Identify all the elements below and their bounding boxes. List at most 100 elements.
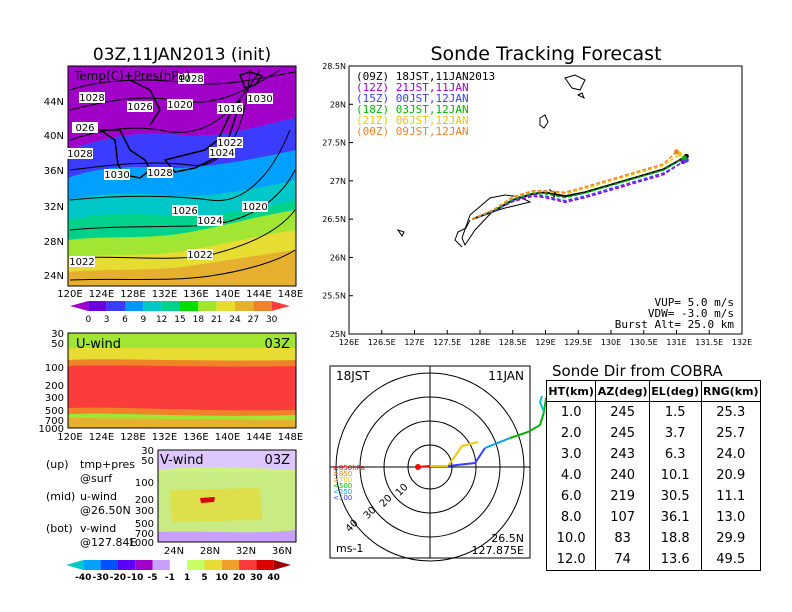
- v-wind-lat-ticks: 24N 28N 32N 36N: [164, 546, 292, 557]
- table-title: Sonde Dir from COBRA: [552, 362, 723, 380]
- pressure-tick: 300: [135, 506, 154, 517]
- pressure-tick: 200: [135, 495, 154, 506]
- lon-tick: 140E: [215, 432, 240, 443]
- table-cell: 25.3: [700, 401, 761, 423]
- colorbar-swatch: [235, 301, 254, 311]
- table-cell: 2.0: [545, 423, 597, 444]
- colorbar-label: 10: [216, 573, 229, 583]
- lat-tick: 28N: [200, 546, 220, 557]
- isobar-label-bg: [242, 201, 268, 212]
- colorbar-label: 9: [140, 315, 146, 325]
- lon-tick: 120E: [57, 432, 82, 443]
- colorbar-swatch: [106, 301, 125, 311]
- isobar-label: 1016: [217, 104, 242, 115]
- y-tick-label: 28.5N: [322, 62, 346, 71]
- y-tick-label: 26N: [330, 253, 346, 262]
- left-top-lat-ticks: 44N 40N 36N 32N 28N 24N: [44, 97, 64, 282]
- polar-rings: [330, 366, 530, 562]
- lon-tick: 148E: [278, 289, 303, 300]
- lon-tick: 124E: [89, 432, 114, 443]
- table-cell: 4.0: [545, 465, 597, 486]
- table-cell: 29.9: [700, 528, 761, 549]
- legend-up-desc1: tmp+pres: [80, 458, 135, 471]
- legend-entry: (00Z) 09JST,12JAN: [356, 125, 469, 138]
- table-cell: 13.0: [700, 507, 761, 528]
- table-cell: 10.1: [648, 465, 702, 486]
- isobar-label: 1020: [167, 100, 192, 111]
- table-row: 8.0 107 36.1 13.0: [545, 507, 761, 528]
- polar-unit: ms-1: [336, 542, 363, 555]
- legend-entry: (15Z) 00JST,12JAN: [356, 92, 469, 105]
- y-tick-label: 25N: [330, 330, 346, 339]
- lon-tick: 120E: [57, 289, 82, 300]
- colorbar-swatch: [117, 560, 136, 570]
- colorbar-label: 21: [211, 315, 222, 325]
- isobar-label: 1030: [104, 170, 129, 181]
- table-cell: 20.9: [700, 465, 761, 486]
- table-row: 2.0 245 3.7 25.7: [545, 423, 761, 444]
- isobar-label-bg: [217, 137, 243, 148]
- table-cell: 245: [595, 423, 650, 444]
- tracking-title: Sonde Tracking Forecast: [430, 43, 661, 65]
- wind-colorbar: -40 -30 -20 -10 -5 -1 1 5 10 20 30 40: [66, 560, 291, 583]
- table-cell: 10.0: [545, 528, 597, 549]
- colorbar-label: 30: [266, 315, 278, 325]
- legend-up: (up): [46, 458, 69, 471]
- isobar-label: 1026: [172, 206, 197, 217]
- colorbar-label: -1: [165, 573, 175, 583]
- isobar-label: 1028: [79, 93, 104, 104]
- isobar-label-bg: [209, 147, 235, 158]
- colorbar-swatch: [135, 560, 153, 570]
- track-lines: [471, 149, 689, 221]
- colorbar-label: 15: [174, 315, 185, 325]
- u-wind-time: 03Z: [265, 337, 291, 352]
- x-tick-label: 130.5E: [630, 338, 658, 347]
- table-cell: 6.0: [545, 486, 597, 507]
- isobar-label: 1022: [217, 138, 242, 149]
- v-wind-panel: [157, 449, 297, 543]
- lat-tick: 44N: [44, 97, 64, 108]
- level-entry: <250: [333, 488, 352, 496]
- table-cell: 11.1: [700, 486, 761, 507]
- isobar-label-bg: [187, 249, 213, 260]
- lat-tick: 36N: [272, 546, 292, 557]
- table-cell: 8.0: [545, 507, 597, 528]
- isobar-label-bg: [127, 101, 153, 112]
- table-cell: 24.0: [700, 444, 761, 465]
- colorbar-swatch: [198, 301, 217, 311]
- isobar-label-bg: [69, 256, 95, 267]
- level-entry: <100: [333, 494, 352, 502]
- lat-tick: 36N: [44, 166, 64, 177]
- colorbar-label: -40: [75, 573, 91, 583]
- y-tick-label: 26.5N: [322, 215, 346, 224]
- polar-level-legend: ≥850hPa≥850≥700<500<250<100: [333, 464, 365, 502]
- table-header-row: HT(km) AZ(deg) EL(deg) RNG(km): [545, 380, 761, 402]
- pressure-tick: 30: [51, 329, 64, 340]
- x-tick-label: 127E: [404, 338, 424, 347]
- lat-tick: 40N: [44, 131, 64, 142]
- isobar-label-bg: [178, 73, 204, 84]
- lon-tick: 136E: [183, 432, 208, 443]
- colorbar-label: -5: [148, 573, 158, 583]
- table-row: 1.0 245 1.5 25.3: [545, 401, 761, 423]
- polar-time: 18JST: [336, 369, 370, 383]
- u-wind-panel: [67, 332, 297, 429]
- legend-mid-desc1: u-wind: [80, 490, 117, 503]
- table-row: 10.0 83 18.8 29.9: [545, 528, 761, 549]
- lon-tick: 132E: [152, 432, 177, 443]
- pressure-tick: 200: [45, 381, 64, 392]
- tracking-plot-area: [348, 65, 743, 335]
- legend-bot-desc2: @127.84E: [80, 536, 136, 549]
- table-cell: 13.6: [648, 549, 702, 571]
- pressure-tick: 50: [141, 456, 154, 467]
- table-cell: 1.5: [648, 401, 702, 423]
- x-tick-label: 129.5E: [564, 338, 592, 347]
- isobar-label-bg: [104, 169, 130, 180]
- x-tick-label: 130E: [601, 338, 621, 347]
- legend-entry: (21Z) 06JST,12JAN: [356, 114, 469, 127]
- level-entry: ≥850hPa: [333, 464, 365, 472]
- legend-up-desc2: @surf: [80, 472, 113, 485]
- isobar-label-bg: [72, 122, 98, 133]
- colorbar-swatch: [204, 560, 222, 570]
